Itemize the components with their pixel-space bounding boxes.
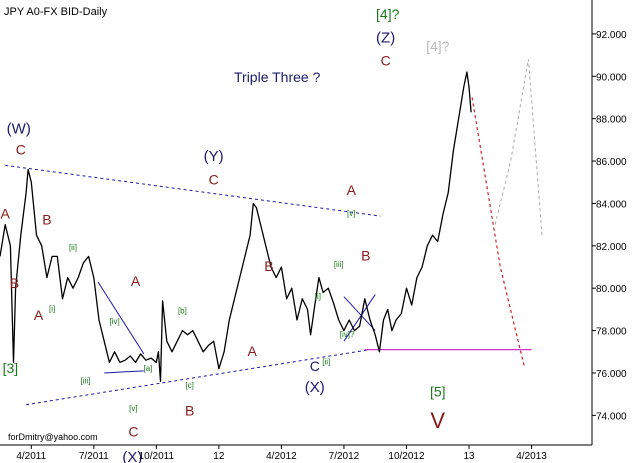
wave-label: [a]	[144, 364, 153, 373]
wave-label: [ii]	[69, 243, 77, 252]
wave-label: [3]	[3, 360, 19, 376]
wave-label: [b]	[178, 307, 187, 316]
wave-label: A	[131, 273, 141, 289]
lower-channel-line	[26, 349, 371, 406]
pattern-annotation: Triple Three ?	[234, 69, 321, 85]
y-tick-label: 84.000	[596, 199, 627, 210]
wave-label: (W)	[7, 121, 31, 138]
wave-label: A	[34, 307, 44, 323]
chart-title: JPY A0-FX BID-Daily	[4, 6, 108, 18]
y-tick-label: 88.000	[596, 115, 627, 126]
wave-label: A	[248, 343, 258, 359]
x-tick-label: 4/2013	[516, 451, 547, 462]
wave-label: [iii]	[81, 377, 91, 386]
y-tick-label: 86.000	[596, 157, 627, 168]
triangle-line	[343, 294, 376, 342]
footer-email: forDmitry@yahoo.com	[8, 432, 98, 442]
x-tick-label: 7/2011	[79, 451, 109, 462]
wave-label: [iv]	[110, 317, 120, 326]
forecast-gray-path	[494, 59, 543, 236]
wave-label: [ii]	[322, 357, 330, 366]
wave-label: [c]	[185, 381, 193, 390]
y-tick-label: 90.000	[596, 72, 627, 83]
wave-label: [iii]	[334, 260, 344, 269]
wave-label: [4]?	[426, 38, 450, 54]
x-tick-label: 4/2011	[16, 451, 46, 462]
x-tick-label: 4/2012	[266, 451, 297, 462]
y-tick-label: 74.000	[596, 411, 627, 422]
x-tick-label: 12	[213, 451, 225, 462]
wave-label: C	[128, 424, 138, 440]
wave-label: B	[361, 248, 370, 264]
wave-label: [i]	[315, 292, 321, 301]
wave-label: B	[10, 275, 19, 291]
wave-label: [iv]?	[340, 330, 355, 339]
triangle-line	[97, 281, 145, 355]
wave-label: B	[264, 258, 273, 274]
y-tick-label: 92.000	[596, 30, 627, 41]
wave-label: A	[1, 205, 11, 221]
wave-label: B	[42, 212, 51, 228]
x-tick-label: 13	[463, 451, 475, 462]
forecast-red-path	[471, 97, 525, 367]
wave-label: (Z)	[376, 29, 395, 46]
wave-label: V	[430, 408, 445, 433]
wave-label: [5]	[430, 383, 446, 399]
wave-label: (X)	[122, 449, 142, 463]
wave-label: (Y)	[204, 148, 224, 165]
y-tick-label: 80.000	[596, 284, 627, 295]
triangle-line	[343, 296, 376, 331]
x-tick-label: 10/2012	[388, 451, 425, 462]
wave-label: C	[209, 171, 219, 187]
wave-label: [v]	[347, 209, 355, 218]
x-tick-label: 7/2012	[329, 451, 360, 462]
price-series-line	[0, 71, 472, 383]
wave-label: B	[185, 402, 194, 418]
wave-label: [4]?	[376, 6, 400, 22]
wave-label: A	[347, 182, 357, 198]
wave-label: C	[16, 142, 26, 158]
triangle-line	[104, 370, 144, 374]
wave-label: C	[381, 53, 391, 69]
wave-label: C	[310, 358, 320, 374]
y-tick-label: 76.000	[596, 369, 627, 380]
wave-label: (X)	[305, 379, 325, 396]
x-tick-label: 10/2011	[139, 451, 175, 462]
wave-label: [v]	[129, 404, 137, 413]
y-tick-label: 78.000	[596, 327, 627, 338]
wave-label: [i]	[49, 305, 55, 314]
y-tick-label: 82.000	[596, 242, 627, 253]
